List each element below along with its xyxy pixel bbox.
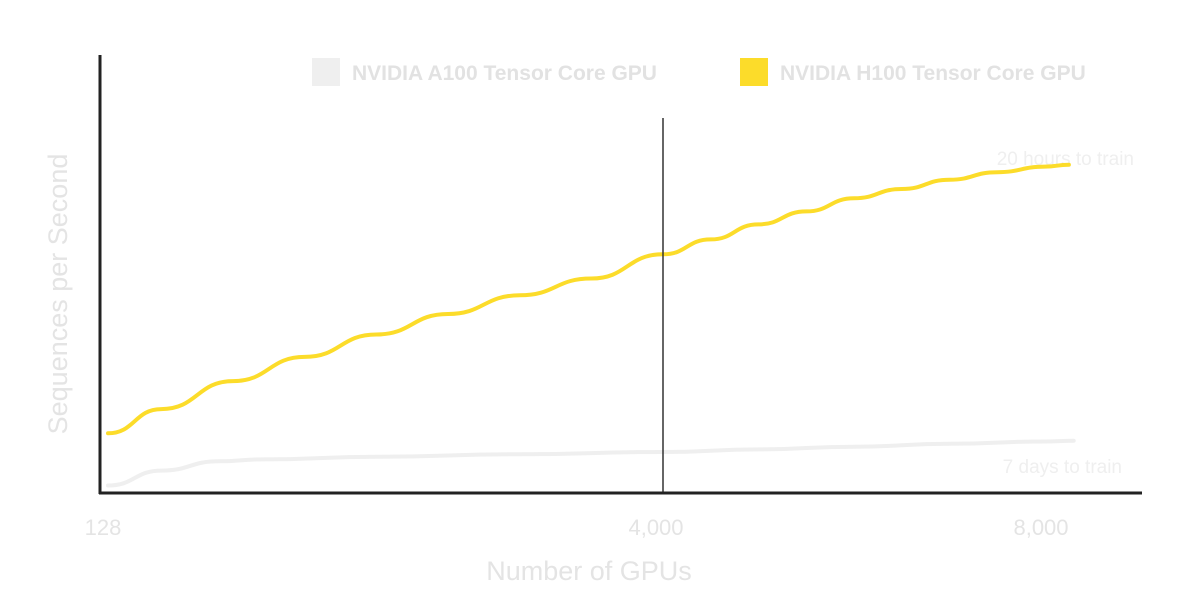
legend-label-h100: NVIDIA H100 Tensor Core GPU <box>780 62 1086 85</box>
series-line-h100 <box>106 162 1071 436</box>
series-layer <box>106 162 1076 488</box>
x-tick-label-0: 128 <box>85 515 122 540</box>
legend-swatch-a100 <box>312 58 340 86</box>
annotation-h100: 20 hours to train <box>997 149 1134 170</box>
annotation-a100: 7 days to train <box>1003 457 1122 478</box>
x-axis-title: Number of GPUs <box>486 556 692 586</box>
y-axis-title: Sequences per Second <box>43 154 73 435</box>
legend-swatch-h100 <box>740 58 768 86</box>
legend-label-a100: NVIDIA A100 Tensor Core GPU <box>352 62 657 85</box>
legend: NVIDIA A100 Tensor Core GPU NVIDIA H100 … <box>312 58 1086 86</box>
x-tick-label-1: 4,000 <box>628 515 683 540</box>
series-line-a100 <box>106 438 1076 488</box>
x-tick-label-2: 8,000 <box>1013 515 1068 540</box>
